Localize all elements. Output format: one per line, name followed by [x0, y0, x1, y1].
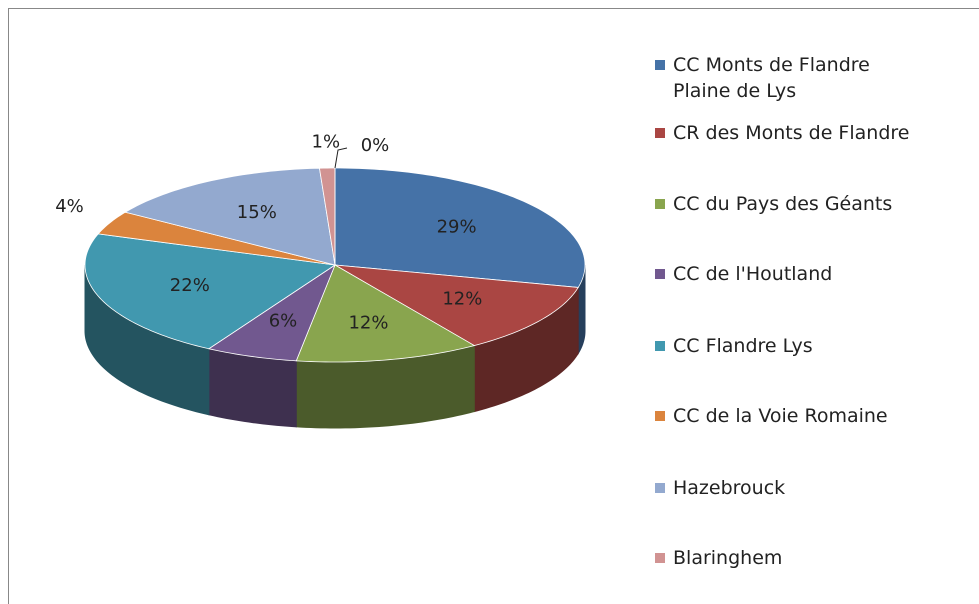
- data-label: 15%: [237, 202, 277, 223]
- data-label: 4%: [55, 196, 84, 217]
- legend-item: Hazebrouck: [655, 475, 973, 501]
- legend-label: CC de la Voie Romaine: [673, 405, 888, 427]
- legend-label: CC Flandre Lys: [673, 335, 813, 357]
- legend-item: CC de l'Houtland: [655, 261, 973, 287]
- data-label: 0%: [361, 135, 390, 156]
- legend-swatch: [655, 341, 665, 351]
- slice: [295, 264, 476, 363]
- legend-label: CC Monts de Flandre Plaine de Lys: [673, 54, 870, 102]
- data-label: 29%: [437, 217, 477, 238]
- slice: [334, 264, 579, 346]
- legend-item: CC Monts de Flandre Plaine de Lys: [655, 52, 973, 104]
- data-label: 6%: [269, 311, 298, 332]
- legend-item: CC du Pays des Géants: [655, 191, 973, 217]
- legend-item: Blaringhem: [655, 545, 973, 571]
- slice: [334, 167, 586, 288]
- legend-label: CR des Monts de Flandre: [673, 122, 910, 144]
- legend-swatch: [655, 411, 665, 421]
- data-label: 12%: [348, 313, 388, 334]
- legend-swatch: [655, 483, 665, 493]
- data-label: 1%: [312, 132, 341, 153]
- legend-item: CC de la Voie Romaine: [655, 403, 973, 429]
- legend-item: CR des Monts de Flandre: [655, 120, 973, 146]
- legend-swatch: [655, 128, 665, 138]
- data-label: 12%: [442, 288, 482, 309]
- slice: [207, 263, 336, 362]
- legend-swatch: [655, 553, 665, 563]
- chart-frame: [8, 8, 979, 604]
- legend-label: CC de l'Houtland: [673, 263, 833, 285]
- slice-side: [208, 348, 297, 428]
- legend-label: CC du Pays des Géants: [673, 193, 893, 215]
- legend-label: Hazebrouck: [673, 477, 786, 499]
- slice: [84, 233, 337, 350]
- data-label: 22%: [170, 275, 210, 296]
- slice: [97, 211, 336, 266]
- legend-item: CC Flandre Lys: [655, 333, 973, 359]
- legend-swatch: [655, 199, 665, 209]
- legend-swatch: [655, 60, 665, 70]
- legend-swatch: [655, 269, 665, 279]
- legend-label: Blaringhem: [673, 547, 783, 569]
- leader-line: [334, 147, 348, 169]
- slice: [124, 167, 336, 266]
